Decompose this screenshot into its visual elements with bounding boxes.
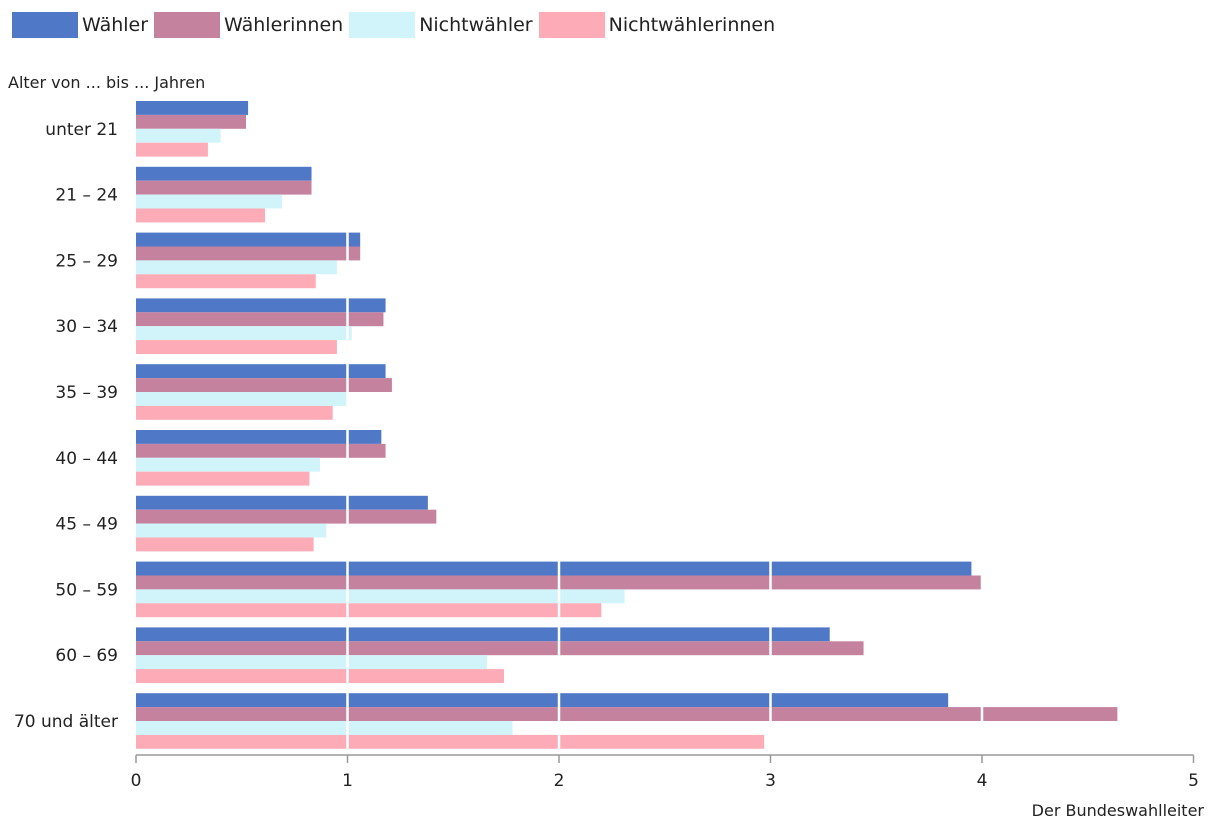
legend-swatch [349,12,416,38]
category-label: 60 – 69 [55,646,118,666]
category-label: 25 – 29 [55,251,118,271]
bar [136,260,337,275]
bar [136,128,221,143]
bar [136,495,428,510]
bar [136,589,625,604]
bar [136,340,337,354]
bar [136,603,602,618]
legend-label: Nichtwählerinnen [608,14,776,36]
bar [136,430,382,444]
bar [136,693,949,708]
bar [136,114,246,129]
bar [136,326,352,341]
bar [136,312,384,327]
bar [136,471,310,486]
y-axis-title: Alter von ... bis ... Jahren [8,73,205,92]
legend-item: Wähler [12,12,148,38]
bar [136,641,864,656]
bar [136,246,361,261]
legend-swatch [154,12,221,38]
legend-swatch [12,12,78,38]
bar [136,274,316,289]
bar [136,627,830,642]
category-label: unter 21 [45,120,118,140]
x-tick-label: 3 [765,771,776,791]
bar [136,707,1118,721]
bar [136,509,437,524]
category-label: 40 – 44 [55,449,118,469]
bar [136,655,488,670]
bar [136,101,249,115]
bar [136,232,361,247]
bar [136,298,386,313]
legend: Wähler Wählerinnen Nichtwähler Nichtwähleri… [12,10,781,40]
legend-swatch [538,12,605,38]
category-label: 35 – 39 [55,383,118,403]
category-label: 70 und älter [14,712,118,732]
bar [136,208,266,223]
x-tick-label: 1 [342,771,353,791]
legend-item: Nichtwähler [349,12,533,38]
bar [136,392,348,406]
legend-item: Nichtwählerinnen [538,12,776,38]
bar [136,669,505,683]
bar [136,561,972,576]
category-label: 50 – 59 [55,580,118,600]
x-tick-label: 4 [977,771,988,791]
bar [136,378,392,392]
category-label: 30 – 34 [55,317,118,337]
bar [136,443,386,458]
legend-label: Wähler [82,14,149,36]
legend-label: Nichtwähler [419,14,533,36]
bar [136,734,765,749]
bar [136,721,513,735]
legend-label: Wählerinnen [224,14,344,36]
bar [136,194,282,209]
legend-item: Wählerinnen [154,12,343,38]
bar [136,457,320,472]
x-tick-label: 0 [131,771,142,791]
bar [136,405,333,420]
bar [136,142,208,157]
category-label: 21 – 24 [55,186,118,206]
category-label: 45 – 49 [55,515,118,535]
bar [136,364,386,379]
bar [136,537,314,552]
bar [136,180,312,195]
source-note: Der Bundeswahlleiter [1032,801,1205,820]
x-tick-label: 5 [1188,771,1199,791]
x-tick-label: 2 [554,771,565,791]
bar [136,523,327,538]
bar [136,166,312,181]
